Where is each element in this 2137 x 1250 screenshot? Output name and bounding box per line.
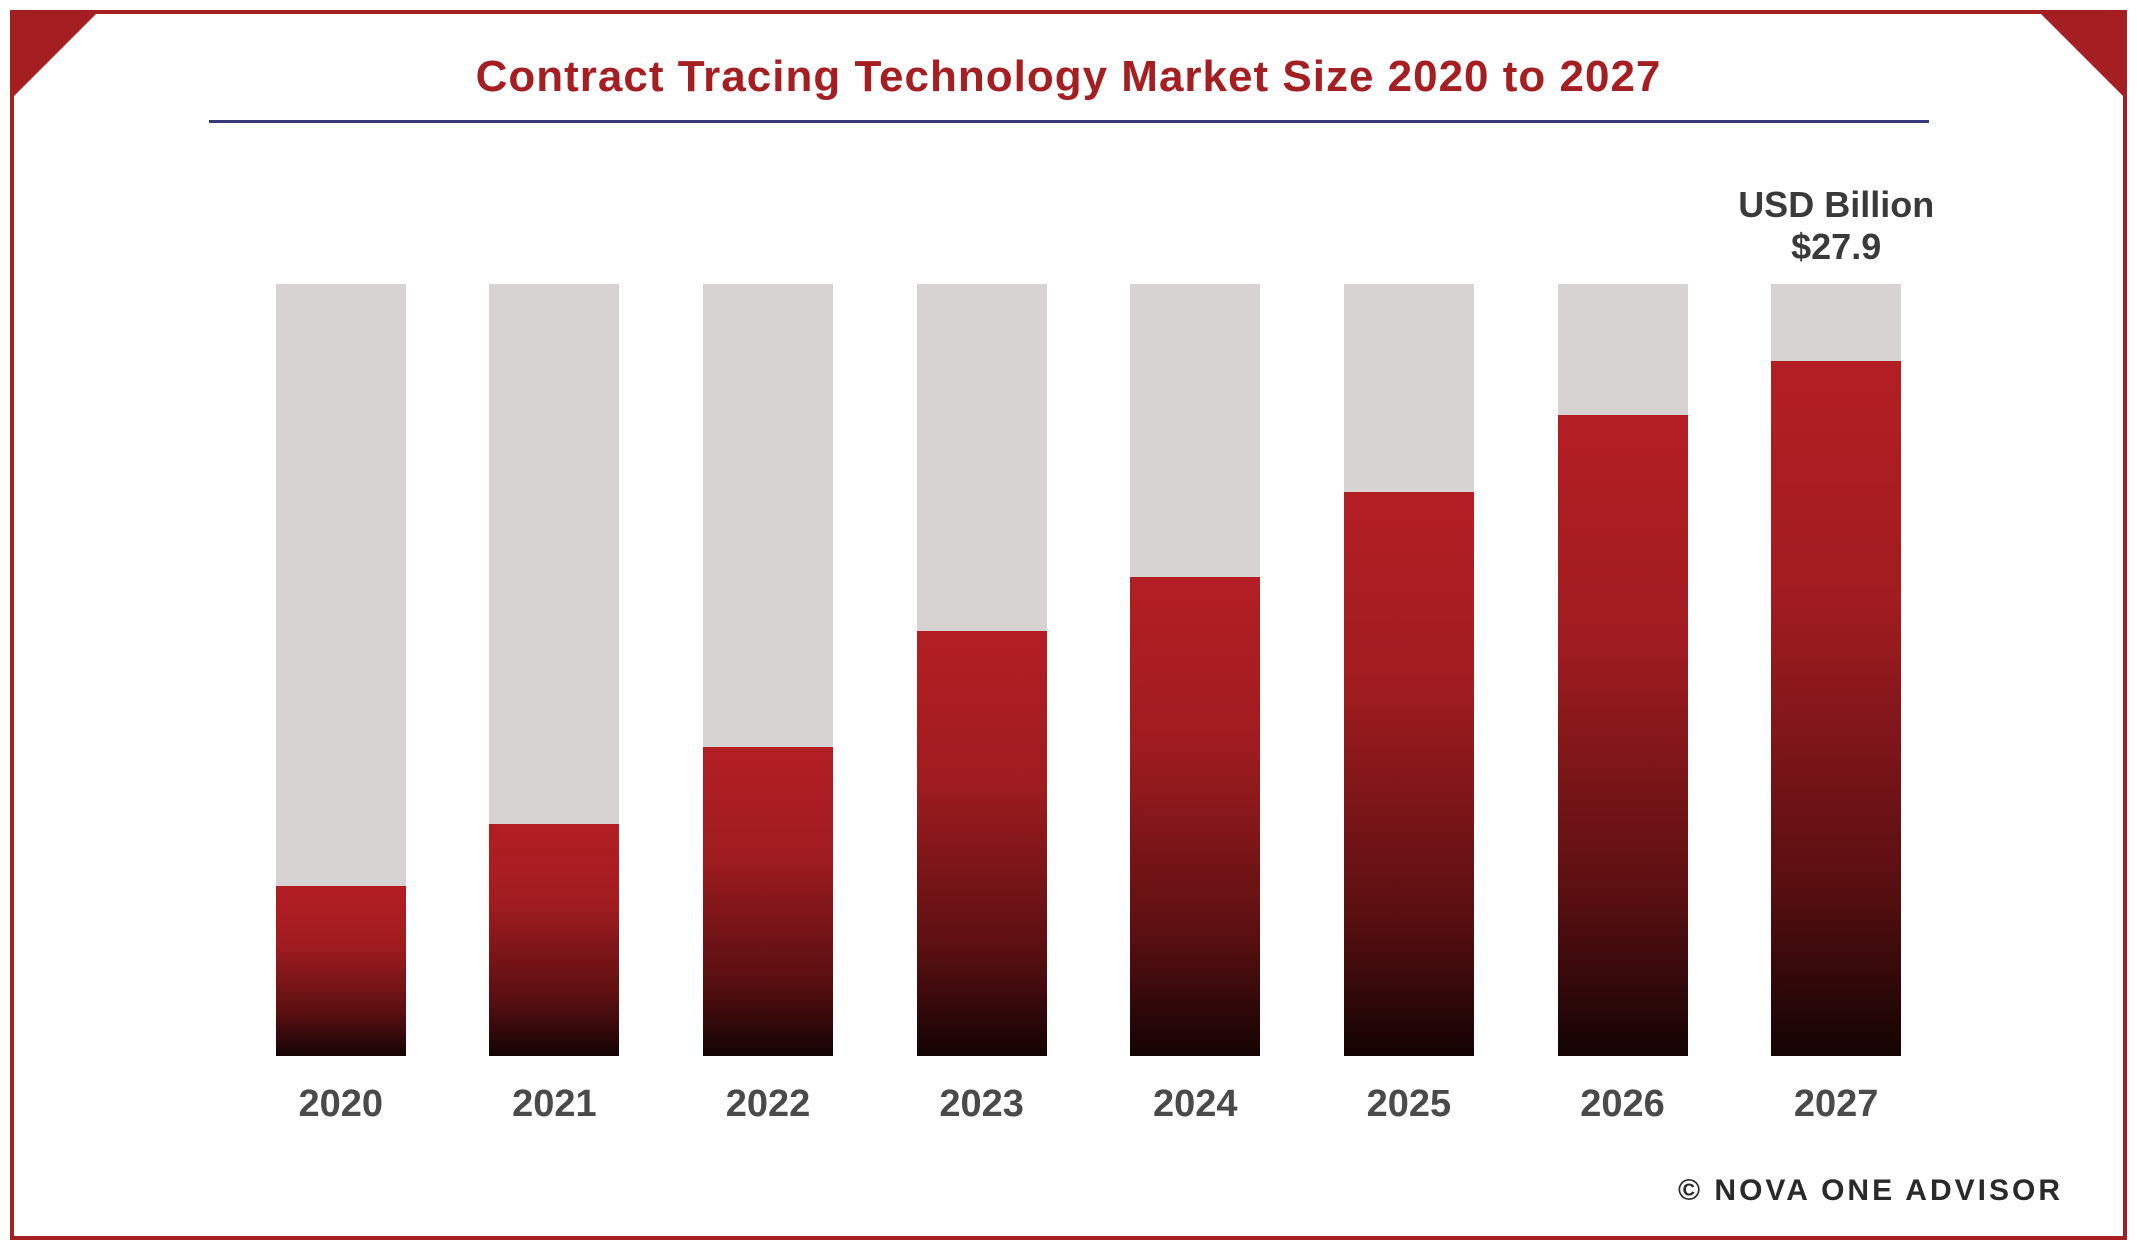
chart-plot-area: USD Billion$27.9 bbox=[234, 284, 1943, 1056]
x-axis-label: 2021 bbox=[448, 1083, 662, 1126]
x-axis-label: 2023 bbox=[875, 1083, 1089, 1126]
bar-slot bbox=[234, 284, 448, 1056]
x-axis-label: 2020 bbox=[234, 1083, 448, 1126]
value-callout: USD Billion$27.9 bbox=[1738, 184, 1934, 268]
bar-slot bbox=[1302, 284, 1516, 1056]
bar-slot bbox=[875, 284, 1089, 1056]
bar-slot: USD Billion$27.9 bbox=[1729, 284, 1943, 1056]
bar-slot bbox=[661, 284, 875, 1056]
title-underline bbox=[209, 120, 1929, 123]
bar-fill bbox=[1130, 577, 1260, 1056]
bar-background bbox=[276, 284, 406, 1056]
bar-fill bbox=[276, 886, 406, 1056]
bar-slot bbox=[1089, 284, 1303, 1056]
bar-background bbox=[489, 284, 619, 1056]
bar-fill bbox=[703, 747, 833, 1056]
bar-background bbox=[703, 284, 833, 1056]
x-axis-label: 2025 bbox=[1302, 1083, 1516, 1126]
bar-fill bbox=[917, 631, 1047, 1056]
bar-slot bbox=[1516, 284, 1730, 1056]
attribution-text: © NOVA ONE ADVISOR bbox=[1678, 1174, 2063, 1208]
bar-background bbox=[1771, 284, 1901, 1056]
bar-fill bbox=[1558, 415, 1688, 1056]
corner-triangle-top-left bbox=[10, 10, 100, 100]
callout-value: $27.9 bbox=[1738, 226, 1934, 268]
corner-triangle-top-right bbox=[2037, 10, 2127, 100]
chart-title: Contract Tracing Technology Market Size … bbox=[14, 52, 2123, 102]
x-axis-labels: 20202021202220232024202520262027 bbox=[234, 1083, 1943, 1126]
bar-background bbox=[1130, 284, 1260, 1056]
x-axis-label: 2026 bbox=[1516, 1083, 1730, 1126]
bar-fill bbox=[489, 824, 619, 1056]
callout-unit: USD Billion bbox=[1738, 184, 1934, 226]
bar-background bbox=[1344, 284, 1474, 1056]
x-axis-label: 2022 bbox=[661, 1083, 875, 1126]
bar-background bbox=[917, 284, 1047, 1056]
bar-background bbox=[1558, 284, 1688, 1056]
chart-frame: Contract Tracing Technology Market Size … bbox=[10, 10, 2127, 1240]
bar-fill bbox=[1771, 361, 1901, 1056]
x-axis-label: 2024 bbox=[1089, 1083, 1303, 1126]
x-axis-label: 2027 bbox=[1729, 1083, 1943, 1126]
bar-fill bbox=[1344, 492, 1474, 1056]
bar-slot bbox=[448, 284, 662, 1056]
